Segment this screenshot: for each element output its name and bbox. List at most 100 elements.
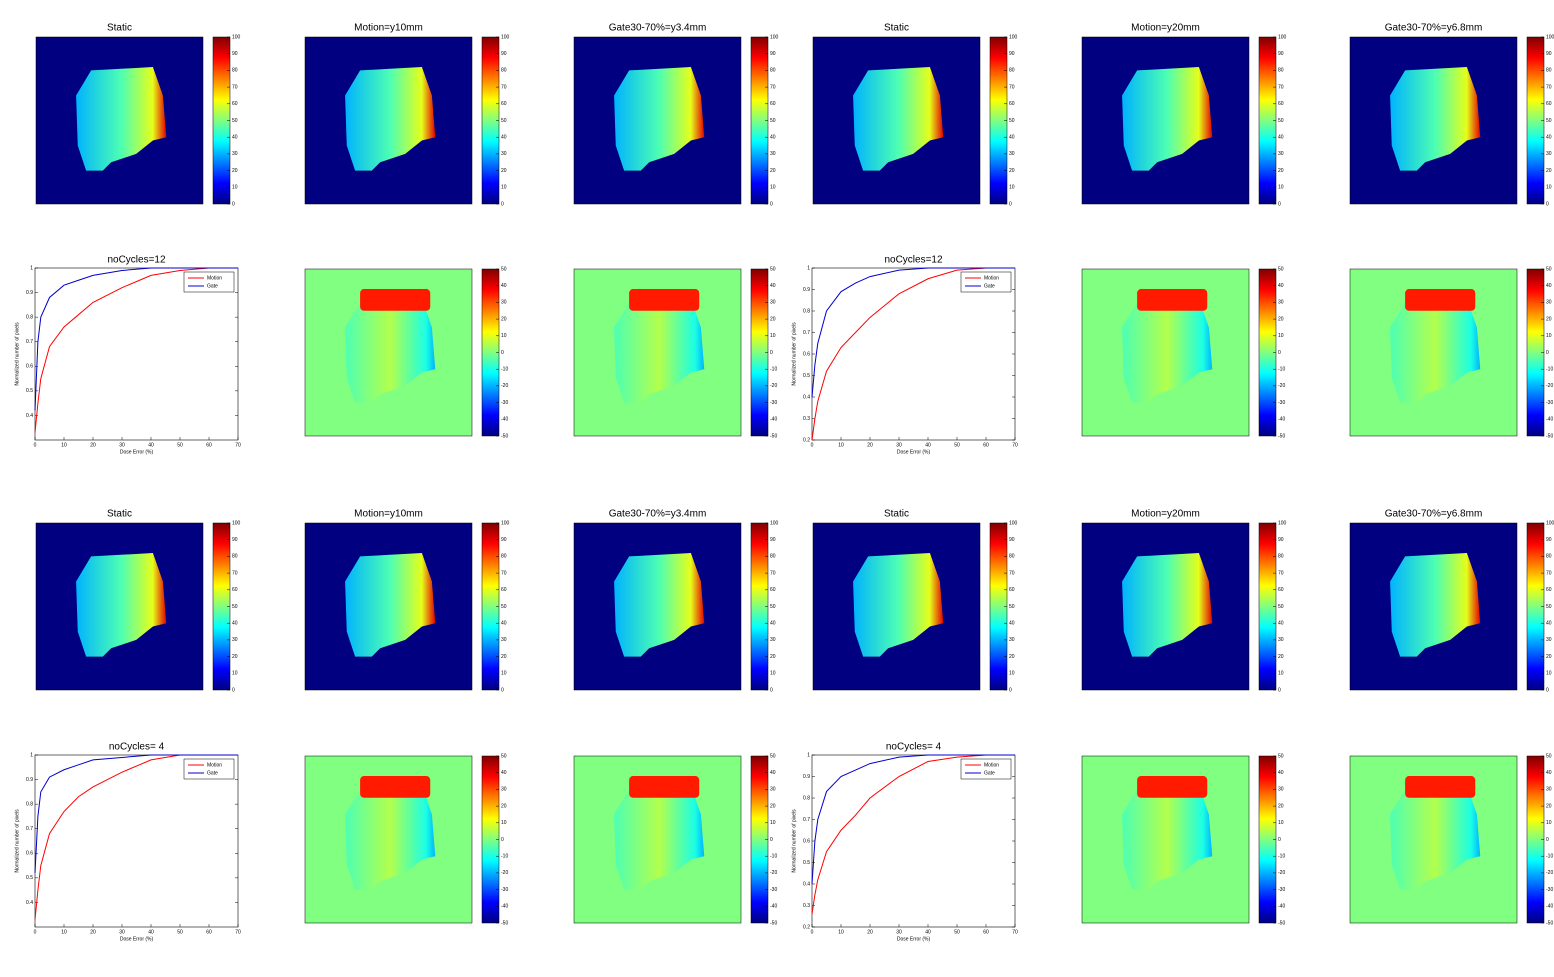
image-frame xyxy=(35,36,204,205)
colorbar-tick-label: 0 xyxy=(1546,201,1549,207)
x-tick-label: 0 xyxy=(34,929,37,935)
colorbar-tick-label: 40 xyxy=(1546,283,1552,289)
x-tick-label: 10 xyxy=(61,929,67,935)
x-tick-label: 20 xyxy=(867,442,873,448)
colorbar-tick-label: -50 xyxy=(770,433,777,439)
legend-label: Gate xyxy=(207,770,218,776)
y-tick-label: 0.9 xyxy=(803,287,810,293)
image-frame xyxy=(1349,755,1518,924)
colorbar-tick-label: 80 xyxy=(1546,68,1552,74)
y-tick-label: 0.8 xyxy=(803,795,810,801)
colorbar-tick-label: 80 xyxy=(1546,554,1552,560)
colorbar-tick-label: 60 xyxy=(770,101,776,107)
x-tick-label: 20 xyxy=(867,929,873,935)
colorbar-tick-label: -40 xyxy=(770,904,777,910)
colorbar-tick-label: 50 xyxy=(232,604,238,610)
y-tick-label: 0.7 xyxy=(26,826,33,832)
y-tick-label: 0.2 xyxy=(803,437,810,443)
colorbar-tick-label: 10 xyxy=(770,333,776,339)
y-tick-label: 0.8 xyxy=(26,801,33,807)
x-tick-label: 60 xyxy=(206,442,212,448)
colorbar-tick-label: 0 xyxy=(1009,201,1012,207)
colorbar-tick-label: 60 xyxy=(501,587,507,593)
colorbar-tick-label: 60 xyxy=(1278,101,1284,107)
colorbar-tick-label: 10 xyxy=(1278,671,1284,677)
colorbar-tick-label: 0 xyxy=(770,687,773,693)
series-line xyxy=(811,267,1015,441)
image-frame xyxy=(573,36,742,205)
colorbar-tick-label: 30 xyxy=(1009,637,1015,643)
colorbar-tick-label: 0 xyxy=(1278,837,1281,843)
x-axis-label: Dose Error (%) xyxy=(897,449,931,455)
colorbar-tick-label: 60 xyxy=(1009,587,1015,593)
colorbar-tick-label: 0 xyxy=(1278,201,1281,207)
y-tick-label: 0.6 xyxy=(26,364,33,370)
colorbar-tick-label: 70 xyxy=(1278,570,1284,576)
series-line xyxy=(34,267,238,411)
colorbar-tick-label: 0 xyxy=(501,837,504,843)
colorbar-tick-label: 80 xyxy=(501,68,507,74)
colorbar-tick-label: 20 xyxy=(1278,316,1284,322)
colorbar-tick-label: -30 xyxy=(1278,400,1285,406)
image-region xyxy=(853,67,944,171)
axes-box xyxy=(34,267,239,441)
colorbar-tick-label: 80 xyxy=(501,554,507,560)
image-frame xyxy=(1081,755,1250,924)
panel-title: Gate30-70%=y3.4mm xyxy=(609,23,707,34)
x-tick-label: 30 xyxy=(119,442,125,448)
y-axis-label: Normalized number of pixels xyxy=(14,322,20,386)
x-tick-label: 30 xyxy=(896,929,902,935)
colorbar-tick-label: 60 xyxy=(1278,587,1284,593)
colorbar-tick-label: 100 xyxy=(770,34,779,40)
image-hot-band xyxy=(629,289,700,311)
image-frame xyxy=(573,522,742,691)
colorbar-tick-label: 50 xyxy=(1278,604,1284,610)
colorbar-tick-label: 40 xyxy=(1546,770,1552,776)
legend-label: Motion xyxy=(207,762,222,768)
colorbar-tick-label: 10 xyxy=(1009,671,1015,677)
axes-box xyxy=(811,267,1016,441)
colorbar-tick-label: 40 xyxy=(501,621,507,627)
y-tick-label: 0.4 xyxy=(803,394,810,400)
colorbar-tick-label: 70 xyxy=(1546,84,1552,90)
x-tick-label: 0 xyxy=(811,929,814,935)
image-frame xyxy=(1349,268,1518,437)
colorbar-tick-label: 20 xyxy=(770,168,776,174)
colorbar-tick-label: 100 xyxy=(232,34,241,40)
colorbar-tick-label: -20 xyxy=(1546,383,1553,389)
y-axis-label: Normalized number of pixels xyxy=(14,809,20,873)
colorbar-tick-label: 70 xyxy=(770,570,776,576)
colorbar-tick-label: 80 xyxy=(232,554,238,560)
series-line xyxy=(811,754,1015,885)
y-tick-label: 1 xyxy=(30,265,33,271)
colorbar-tick-label: 30 xyxy=(232,637,238,643)
colorbar-tick-label: 40 xyxy=(770,770,776,776)
image-region xyxy=(614,553,705,657)
colorbar-tick-label: 10 xyxy=(1546,333,1552,339)
colorbar-tick-label: 10 xyxy=(770,671,776,677)
x-tick-label: 40 xyxy=(925,442,931,448)
colorbar-tick-label: 20 xyxy=(1278,803,1284,809)
colorbar-tick-label: 20 xyxy=(1546,168,1552,174)
x-tick-label: 40 xyxy=(148,442,154,448)
colorbar-tick-label: 30 xyxy=(1546,300,1552,306)
colorbar-tick-label: 30 xyxy=(1278,300,1284,306)
colorbar-tick-label: 50 xyxy=(1009,118,1015,124)
colorbar-tick-label: 40 xyxy=(770,283,776,289)
image-frame xyxy=(1081,36,1250,205)
colorbar-tick-label: -30 xyxy=(1546,887,1553,893)
colorbar-tick-label: 40 xyxy=(1009,135,1015,141)
colorbar-tick-label: -50 xyxy=(1546,920,1553,926)
colorbar-tick-label: 20 xyxy=(1278,168,1284,174)
colorbar-tick-label: -40 xyxy=(501,417,508,423)
legend-box xyxy=(960,758,1012,780)
y-tick-label: 1 xyxy=(30,752,33,758)
y-axis-label: Normalized number of pixels xyxy=(791,322,797,386)
x-tick-label: 60 xyxy=(983,442,989,448)
image-hot-band xyxy=(629,776,700,798)
legend-box xyxy=(183,271,235,293)
image-frame xyxy=(1081,268,1250,437)
x-tick-label: 40 xyxy=(148,929,154,935)
y-tick-label: 0.4 xyxy=(26,413,33,419)
colorbar-tick-label: 70 xyxy=(232,84,238,90)
